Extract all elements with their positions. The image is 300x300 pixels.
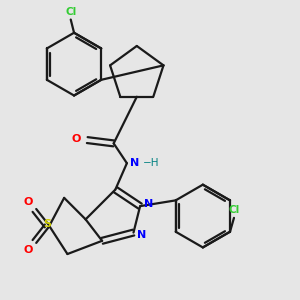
Text: O: O bbox=[72, 134, 81, 144]
Text: O: O bbox=[23, 245, 32, 255]
Text: N: N bbox=[130, 158, 140, 167]
Text: N: N bbox=[137, 230, 147, 240]
Text: O: O bbox=[23, 197, 32, 207]
Text: Cl: Cl bbox=[65, 7, 76, 17]
Text: −H: −H bbox=[143, 158, 159, 167]
Text: S: S bbox=[44, 219, 52, 229]
Text: N: N bbox=[144, 200, 153, 209]
Text: Cl: Cl bbox=[228, 205, 240, 215]
